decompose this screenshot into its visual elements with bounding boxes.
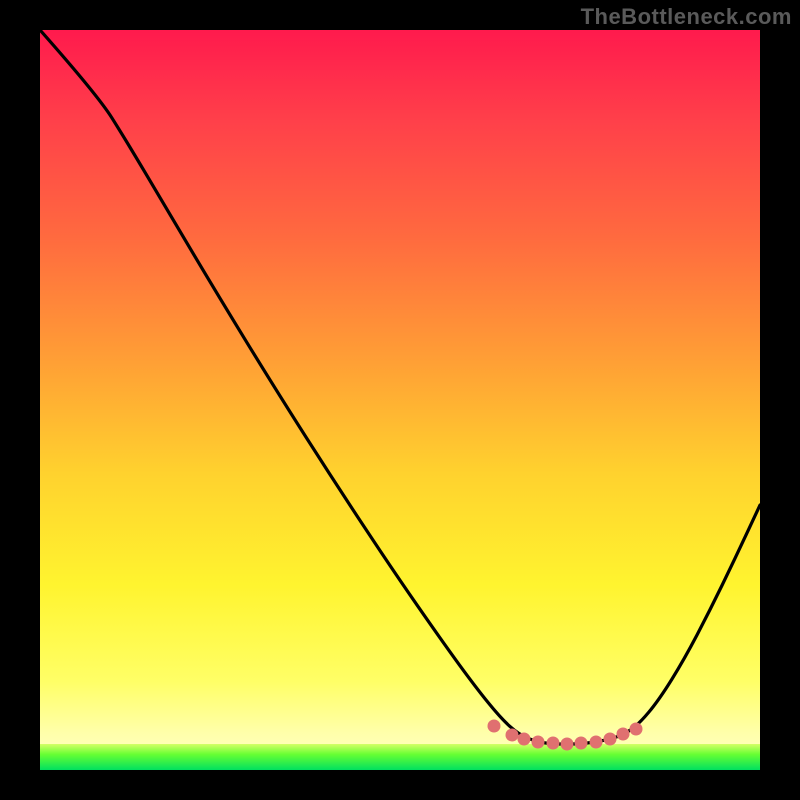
highlight-dot xyxy=(532,735,545,748)
highlight-dot xyxy=(575,737,588,750)
highlight-dot xyxy=(617,728,630,741)
highlight-dot xyxy=(546,737,559,750)
watermark-text: TheBottleneck.com xyxy=(581,4,792,30)
highlight-dot xyxy=(630,723,643,736)
highlight-dot xyxy=(589,735,602,748)
highlight-dot xyxy=(487,719,500,732)
highlight-dot xyxy=(561,738,574,751)
highlight-dot xyxy=(505,729,518,742)
highlight-dot xyxy=(604,732,617,745)
highlight-dots-layer xyxy=(40,30,760,770)
plot-area xyxy=(40,30,760,770)
highlight-dot xyxy=(517,732,530,745)
